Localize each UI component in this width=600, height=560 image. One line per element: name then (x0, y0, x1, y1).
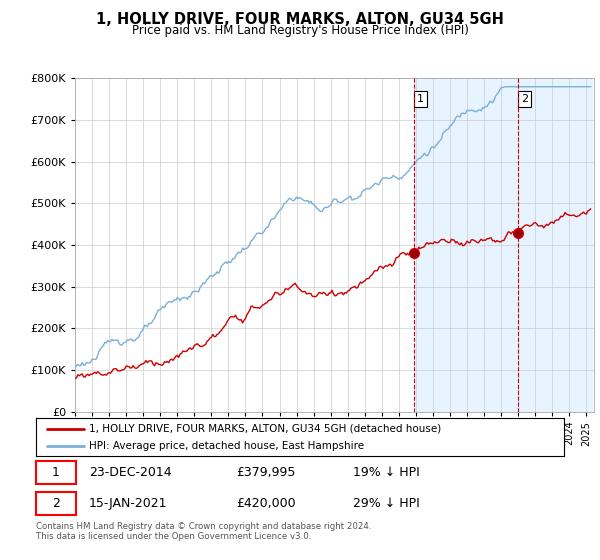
Text: Contains HM Land Registry data © Crown copyright and database right 2024.
This d: Contains HM Land Registry data © Crown c… (36, 522, 371, 542)
Text: 1, HOLLY DRIVE, FOUR MARKS, ALTON, GU34 5GH (detached house): 1, HOLLY DRIVE, FOUR MARKS, ALTON, GU34 … (89, 423, 441, 433)
Text: 1: 1 (417, 94, 424, 104)
Text: £420,000: £420,000 (236, 497, 296, 510)
Text: 1: 1 (52, 465, 60, 479)
Bar (415, 78, 592, 412)
Text: 2: 2 (52, 497, 60, 510)
Text: 15-JAN-2021: 15-JAN-2021 (89, 497, 167, 510)
Text: HPI: Average price, detached house, East Hampshire: HPI: Average price, detached house, East… (89, 441, 364, 451)
Text: 2: 2 (521, 94, 528, 104)
Text: Price paid vs. HM Land Registry's House Price Index (HPI): Price paid vs. HM Land Registry's House … (131, 24, 469, 36)
Text: £379,995: £379,995 (236, 465, 296, 479)
Text: 19% ↓ HPI: 19% ↓ HPI (353, 465, 419, 479)
Text: 29% ↓ HPI: 29% ↓ HPI (353, 497, 419, 510)
Text: 1, HOLLY DRIVE, FOUR MARKS, ALTON, GU34 5GH: 1, HOLLY DRIVE, FOUR MARKS, ALTON, GU34 … (96, 12, 504, 27)
Text: 23-DEC-2014: 23-DEC-2014 (89, 465, 172, 479)
FancyBboxPatch shape (36, 460, 76, 483)
FancyBboxPatch shape (36, 492, 76, 515)
